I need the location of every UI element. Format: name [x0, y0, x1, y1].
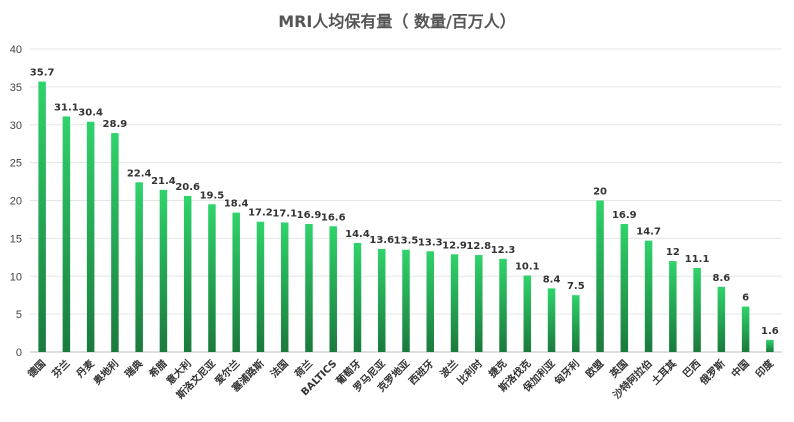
x-tick-label: 西班牙	[406, 357, 436, 387]
bar	[159, 189, 168, 352]
y-tick-label: 20	[10, 196, 22, 208]
x-tick-label: 匈牙利	[552, 357, 582, 387]
data-label: 30.4	[78, 108, 103, 119]
x-tick-label: 法国	[267, 357, 290, 380]
bar	[135, 182, 143, 352]
bar	[499, 258, 507, 352]
x-tick-label: 中国	[728, 357, 751, 380]
data-label: 22.4	[127, 168, 152, 179]
x-tick-label: 比利时	[454, 357, 484, 387]
y-tick-label: 40	[10, 44, 22, 56]
bar	[450, 254, 459, 352]
data-label: 8.4	[543, 274, 561, 285]
y-tick-label: 10	[10, 271, 22, 283]
bar	[280, 222, 289, 352]
bar	[232, 212, 240, 352]
data-label: 13.3	[418, 237, 443, 248]
x-tick-label: 捷克	[486, 357, 509, 380]
x-tick-label: 欧盟	[583, 357, 606, 380]
x-tick-label: 印度	[753, 356, 777, 380]
data-label: 12.3	[491, 245, 516, 256]
bar	[426, 251, 435, 352]
data-label: 13.6	[369, 235, 394, 246]
data-label: 35.7	[30, 68, 55, 79]
bar	[644, 240, 653, 352]
data-label: 7.5	[567, 281, 585, 292]
bar	[523, 275, 532, 352]
y-tick-label: 25	[10, 158, 22, 170]
x-tick-label: 波兰	[437, 357, 460, 380]
chart-title: MRI人均保有量（ 数量/百万人）	[278, 12, 516, 31]
bar	[693, 267, 701, 352]
data-label: 14.4	[345, 229, 370, 240]
data-label: 8.6	[712, 273, 730, 284]
bar	[766, 339, 774, 352]
x-tick-label: 土耳其	[649, 357, 679, 387]
data-label: 21.4	[151, 176, 176, 187]
data-label: 17.1	[272, 208, 297, 219]
data-label: 19.5	[200, 190, 225, 201]
bar	[62, 116, 71, 352]
data-label: 17.2	[248, 208, 273, 219]
bar	[208, 204, 216, 352]
y-tick-label: 15	[10, 233, 22, 245]
bar	[38, 81, 46, 352]
data-label: 18.4	[224, 199, 249, 210]
data-label: 31.1	[54, 102, 79, 113]
data-label: 16.6	[321, 212, 346, 223]
data-label: 12	[666, 247, 680, 258]
x-tick-label: 德国	[24, 357, 48, 381]
data-label: 16.9	[297, 210, 322, 221]
bar	[111, 133, 119, 352]
bar	[305, 223, 313, 352]
data-label: 12.9	[442, 240, 467, 251]
bar	[620, 223, 629, 352]
x-tick-label: 芬兰	[48, 357, 72, 381]
data-label: 20	[593, 187, 607, 198]
bar	[572, 295, 580, 352]
bar	[547, 288, 556, 352]
bar	[377, 248, 386, 352]
data-label: 10.1	[515, 261, 540, 272]
data-label: 6	[742, 293, 749, 304]
data-label: 20.6	[175, 182, 200, 193]
data-label: 13.5	[394, 236, 419, 247]
bar	[717, 286, 726, 352]
data-label: 1.6	[761, 326, 779, 337]
y-tick-label: 5	[16, 309, 22, 321]
bar	[402, 249, 410, 352]
y-tick-label: 35	[10, 82, 22, 94]
bar	[353, 242, 362, 352]
x-tick-label: 瑞典	[122, 357, 145, 380]
bar	[329, 226, 337, 352]
x-tick-label: 奥地利	[91, 357, 121, 387]
data-label: 12.8	[466, 241, 491, 252]
bar	[596, 200, 604, 352]
data-label: 14.7	[636, 227, 661, 238]
bar	[669, 261, 677, 352]
y-tick-label: 30	[10, 120, 22, 132]
data-label: 16.9	[612, 210, 637, 221]
x-tick-label: 俄罗斯	[696, 357, 727, 388]
bar	[741, 306, 750, 352]
data-label: 11.1	[685, 254, 710, 265]
y-tick-label: 0	[16, 347, 22, 359]
bar	[183, 195, 192, 352]
bar	[86, 121, 95, 352]
bar	[475, 255, 483, 352]
data-label: 28.9	[103, 119, 128, 130]
bar	[256, 221, 265, 352]
